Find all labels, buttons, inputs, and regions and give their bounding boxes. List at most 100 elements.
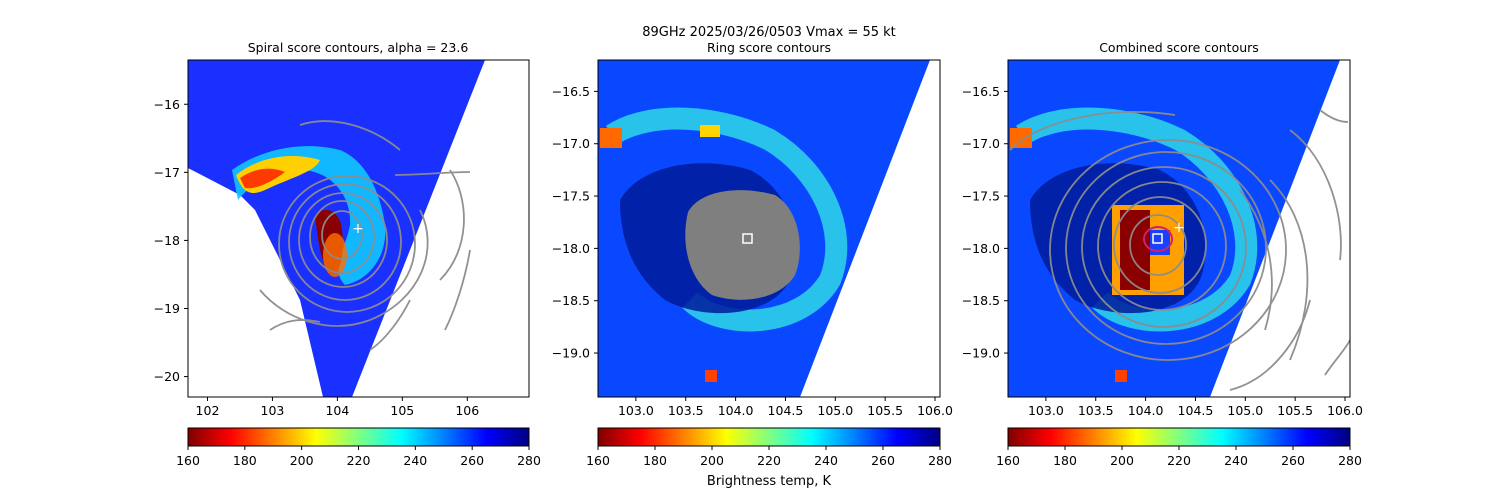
colorbar-tick-label: 260 (460, 453, 484, 468)
colorbar-left: 160 180 200 220 240 260 280 (176, 427, 541, 468)
plot-area: + (1008, 60, 1350, 397)
y-tick-label: −17.0 (552, 136, 590, 151)
panel-title: Combined score contours (1099, 40, 1259, 55)
outer-spiral-band (605, 107, 848, 332)
y-tick-label: −18.5 (962, 293, 1000, 308)
colorbar-tick-label: 180 (1053, 453, 1077, 468)
axis-ticks: 102 103 104 105 106 −16 −17 −18 −19 −20 (154, 97, 480, 418)
plot-frame (1007, 59, 1351, 398)
y-tick-label: −19.0 (962, 346, 1000, 361)
y-tick-label: −17.5 (552, 189, 590, 204)
colorbar-tick-label: 240 (403, 453, 427, 468)
hot-spot (700, 125, 720, 137)
colorbar-tick-label: 200 (1110, 453, 1134, 468)
colorbar-tick-label: 180 (643, 453, 667, 468)
x-tick-label: 103.5 (668, 403, 704, 418)
x-tick-label: 103.0 (1028, 403, 1064, 418)
hot-spot (600, 128, 622, 148)
colorbar-tick-label: 160 (586, 453, 610, 468)
hot-band-core (240, 168, 285, 189)
colorbar-tick-label: 220 (347, 453, 371, 468)
y-tick-label: −19 (154, 301, 180, 316)
x-tick-label: 106.0 (917, 403, 953, 418)
center-square-marker (742, 233, 753, 244)
y-tick-label: −16.5 (552, 84, 590, 99)
colorbar-tick-label: 160 (176, 453, 200, 468)
figure-header: 89GHz 2025/03/26/0503 Vmax = 55 kt (642, 25, 896, 40)
y-tick-label: −17.5 (962, 189, 1000, 204)
colorbar-tick-label: 200 (700, 453, 724, 468)
y-tick-label: −16 (154, 97, 180, 112)
center-ring-marker (1143, 226, 1173, 252)
warm-band (232, 146, 386, 285)
contours (1009, 109, 1350, 391)
colorbar-right: 160 180 200 220 240 260 280 (996, 427, 1362, 468)
colorbar-tick-label: 220 (1167, 453, 1191, 468)
colorbar-tick-label: 220 (757, 453, 781, 468)
colorbar-tick-label: 160 (996, 453, 1020, 468)
ring-score-contours (685, 190, 800, 300)
panel-ring: Ring score contours 103.0 103.5 104.0 104.5… (552, 40, 953, 418)
outer-spiral-band (1015, 107, 1258, 332)
plot-frame (187, 59, 530, 398)
y-tick-label: −20 (154, 369, 180, 384)
plot-area: + (188, 60, 485, 397)
plot-frame (597, 59, 941, 398)
panel-title: Ring score contours (707, 40, 831, 55)
colorbar-label: Brightness temp, K (707, 474, 832, 489)
x-tick-label: 105.5 (867, 403, 903, 418)
colorbar-tick-label: 240 (814, 453, 838, 468)
colorbar-gradient (187, 427, 530, 447)
center-plus-marker: + (352, 221, 364, 237)
colorbar-tick-label: 280 (517, 453, 541, 468)
y-tick-label: −18.5 (552, 293, 590, 308)
center-plus-marker: + (1173, 220, 1185, 236)
colorbar-gradient (597, 427, 941, 447)
y-tick-label: −16.5 (962, 84, 1000, 99)
x-tick-label: 103.0 (618, 403, 654, 418)
x-tick-label: 103.5 (1078, 403, 1114, 418)
panel-spiral: Spiral score contours, alpha = 23.6 (154, 40, 530, 418)
colorbar-tick-label: 200 (290, 453, 314, 468)
plot-area (598, 60, 930, 397)
x-tick-label: 104 (325, 403, 349, 418)
colorbar-gradient (1007, 427, 1351, 447)
colorbar-tick-label: 280 (1338, 453, 1362, 468)
x-tick-label: 106 (455, 403, 479, 418)
hot-spot (1010, 128, 1032, 148)
colorbar-tick-label: 260 (871, 453, 895, 468)
x-tick-label: 105 (390, 403, 414, 418)
x-tick-label: 102 (196, 403, 220, 418)
x-tick-label: 104.5 (768, 403, 804, 418)
hot-spot (705, 370, 717, 382)
panel-title: Spiral score contours, alpha = 23.6 (248, 40, 469, 55)
eye-rim (323, 233, 347, 277)
contours (259, 120, 471, 351)
y-tick-label: −18.0 (552, 241, 590, 256)
x-tick-label: 104.0 (718, 403, 754, 418)
x-tick-label: 106.0 (1327, 403, 1363, 418)
axis-ticks: 103.0 103.5 104.0 104.5 105.0 105.5 106.0 −16.5… (552, 84, 953, 418)
x-tick-label: 105.0 (1227, 403, 1263, 418)
colorbar-tick-label: 280 (928, 453, 952, 468)
colorbar-tick-label: 180 (233, 453, 257, 468)
x-tick-label: 105.0 (817, 403, 853, 418)
colorbar-middle: 160 180 200 220 240 260 280 (586, 427, 952, 468)
colorbar-tick-label: 240 (1224, 453, 1248, 468)
y-tick-label: −17 (154, 165, 180, 180)
y-tick-label: −17.0 (962, 136, 1000, 151)
hot-spot (1115, 370, 1127, 382)
x-tick-label: 103 (261, 403, 285, 418)
x-tick-label: 104.5 (1178, 403, 1214, 418)
center-square-marker (1152, 233, 1163, 244)
y-tick-label: −18.0 (962, 241, 1000, 256)
axis-ticks: 103.0 103.5 104.0 104.5 105.0 105.5 106.0 −16.5… (962, 84, 1363, 418)
panel-combined: Combined score contours (962, 40, 1363, 418)
x-tick-label: 105.5 (1277, 403, 1313, 418)
y-tick-label: −19.0 (552, 346, 590, 361)
y-tick-label: −18 (154, 233, 180, 248)
x-tick-label: 104.0 (1128, 403, 1164, 418)
eye-core (1120, 210, 1150, 290)
colorbar-tick-label: 260 (1281, 453, 1305, 468)
